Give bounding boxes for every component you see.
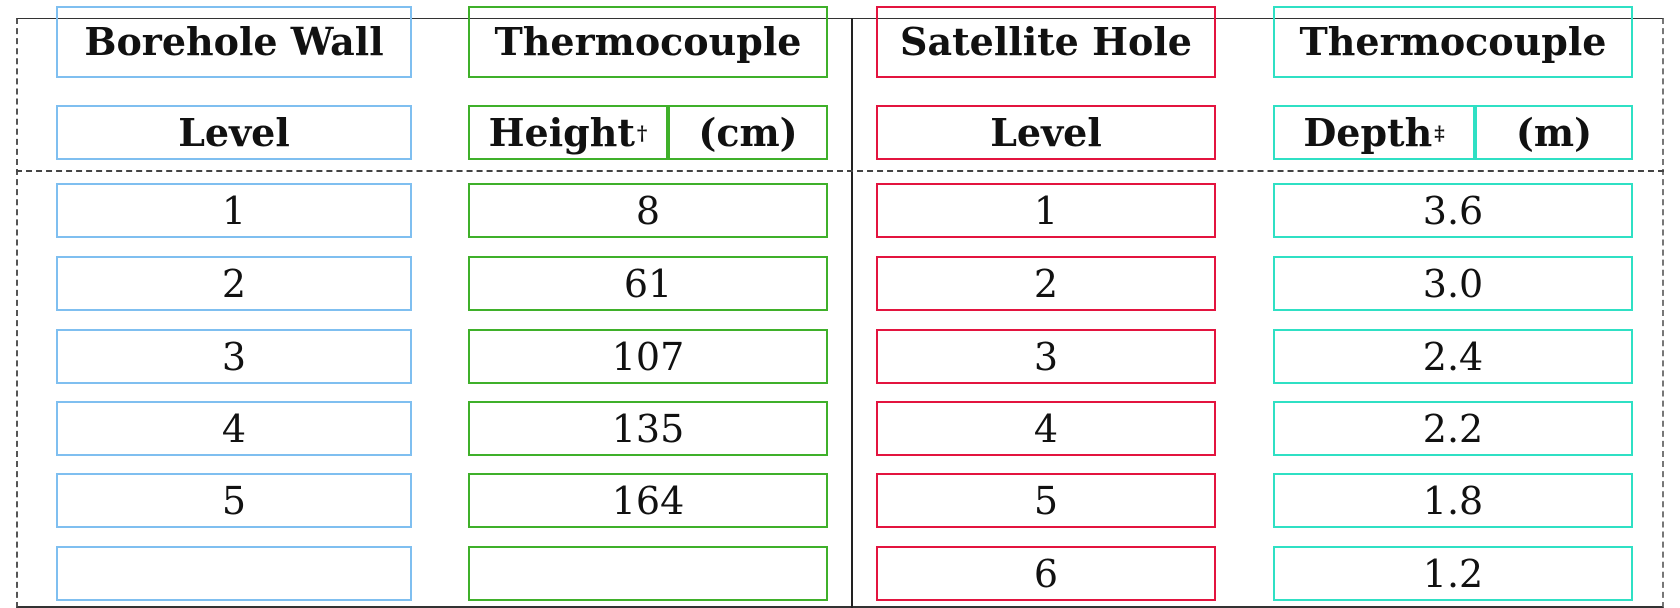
header-depth: Depth ‡ <box>1273 105 1475 160</box>
table-cell: 1.8 <box>1273 473 1633 528</box>
table-cell: 8 <box>468 183 828 238</box>
table-cell: 2 <box>876 256 1216 311</box>
table-cell: 1 <box>56 183 412 238</box>
table-frame <box>16 18 1664 608</box>
table-cell: 4 <box>56 401 412 456</box>
table-cell: 3 <box>876 329 1216 384</box>
header-text: Level <box>990 109 1102 155</box>
header-borehole-wall: Borehole Wall <box>56 6 412 78</box>
header-text: Thermocouple <box>494 19 802 64</box>
table-center-divider <box>851 18 853 608</box>
table-cell: 1.2 <box>1273 546 1633 601</box>
header-text: Thermocouple <box>1299 19 1607 64</box>
table-cell: 2 <box>56 256 412 311</box>
table-cell: 107 <box>468 329 828 384</box>
header-height-unit: (cm) <box>668 105 828 160</box>
header-satellite-level: Level <box>876 105 1216 160</box>
header-unit: (cm) <box>698 109 798 155</box>
table-header-divider <box>16 170 1664 172</box>
footnote-mark: † <box>636 120 648 145</box>
table-cell: 3 <box>56 329 412 384</box>
header-thermocouple-height: Thermocouple <box>468 6 828 78</box>
table-cell: 3.6 <box>1273 183 1633 238</box>
table-cell: 5 <box>876 473 1216 528</box>
header-height: Height † <box>468 105 668 160</box>
header-text: Borehole Wall <box>84 19 384 64</box>
header-satellite-hole: Satellite Hole <box>876 6 1216 78</box>
header-thermocouple-depth: Thermocouple <box>1273 6 1633 78</box>
header-depth-unit: (m) <box>1475 105 1633 160</box>
table-cell: 5 <box>56 473 412 528</box>
table-cell <box>56 546 412 601</box>
table-cell: 1 <box>876 183 1216 238</box>
table-cell: 164 <box>468 473 828 528</box>
header-unit: (m) <box>1515 109 1593 155</box>
header-text: Satellite Hole <box>900 19 1192 64</box>
table-cell: 2.4 <box>1273 329 1633 384</box>
footnote-mark: ‡ <box>1434 120 1445 145</box>
header-borehole-level: Level <box>56 105 412 160</box>
header-text: Level <box>178 109 290 155</box>
table-cell: 135 <box>468 401 828 456</box>
table-cell: 2.2 <box>1273 401 1633 456</box>
table-cell <box>468 546 828 601</box>
table-cell: 6 <box>876 546 1216 601</box>
table-cell: 3.0 <box>1273 256 1633 311</box>
table-cell: 4 <box>876 401 1216 456</box>
table-cell: 61 <box>468 256 828 311</box>
header-text: Depth <box>1303 109 1433 155</box>
header-text: Height <box>488 109 635 155</box>
